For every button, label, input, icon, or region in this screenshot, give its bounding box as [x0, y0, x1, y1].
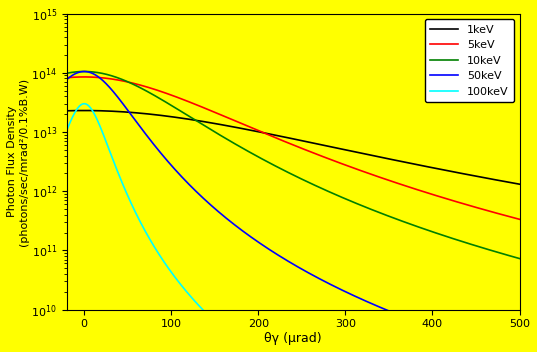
10keV: [81, 69, 88, 74]
5keV: [358, 169, 365, 173]
5keV: [146, 86, 153, 90]
5keV: [517, 217, 523, 221]
1keV: [63, 109, 70, 113]
Legend: 1keV, 5keV, 10keV, 50keV, 100keV: 1keV, 5keV, 10keV, 50keV, 100keV: [425, 19, 514, 102]
1keV: [81, 108, 88, 113]
Line: 10keV: 10keV: [67, 71, 520, 259]
100keV: [63, 128, 70, 132]
Line: 1keV: 1keV: [67, 111, 520, 184]
50keV: [335, 286, 342, 290]
1keV: [237, 126, 243, 130]
1keV: [146, 112, 153, 116]
10keV: [436, 232, 442, 236]
50keV: [402, 315, 408, 319]
1keV: [358, 151, 365, 155]
5keV: [63, 76, 70, 80]
Line: 100keV: 100keV: [67, 104, 520, 352]
5keV: [81, 75, 88, 79]
10keV: [237, 145, 243, 149]
50keV: [436, 328, 442, 332]
Line: 5keV: 5keV: [67, 77, 520, 219]
100keV: [146, 236, 153, 240]
10keV: [146, 90, 153, 95]
100keV: [237, 341, 243, 346]
5keV: [436, 194, 442, 199]
50keV: [63, 77, 70, 82]
5keV: [335, 161, 342, 165]
Y-axis label: Photon Flux Density
(photons/sec/mrad²/0.1%B.W): Photon Flux Density (photons/sec/mrad²/0…: [7, 77, 28, 246]
1keV: [402, 160, 408, 164]
50keV: [358, 297, 365, 301]
10keV: [517, 257, 523, 261]
10keV: [335, 194, 342, 198]
1keV: [335, 146, 342, 151]
X-axis label: θγ (μrad): θγ (μrad): [264, 332, 322, 345]
100keV: [81, 102, 88, 106]
1keV: [517, 182, 523, 186]
1keV: [436, 167, 442, 171]
Line: 50keV: 50keV: [67, 71, 520, 352]
10keV: [358, 203, 365, 208]
50keV: [146, 137, 153, 141]
50keV: [237, 227, 243, 231]
10keV: [402, 220, 408, 224]
5keV: [237, 121, 243, 125]
50keV: [81, 69, 88, 74]
10keV: [63, 71, 70, 75]
5keV: [402, 183, 408, 188]
